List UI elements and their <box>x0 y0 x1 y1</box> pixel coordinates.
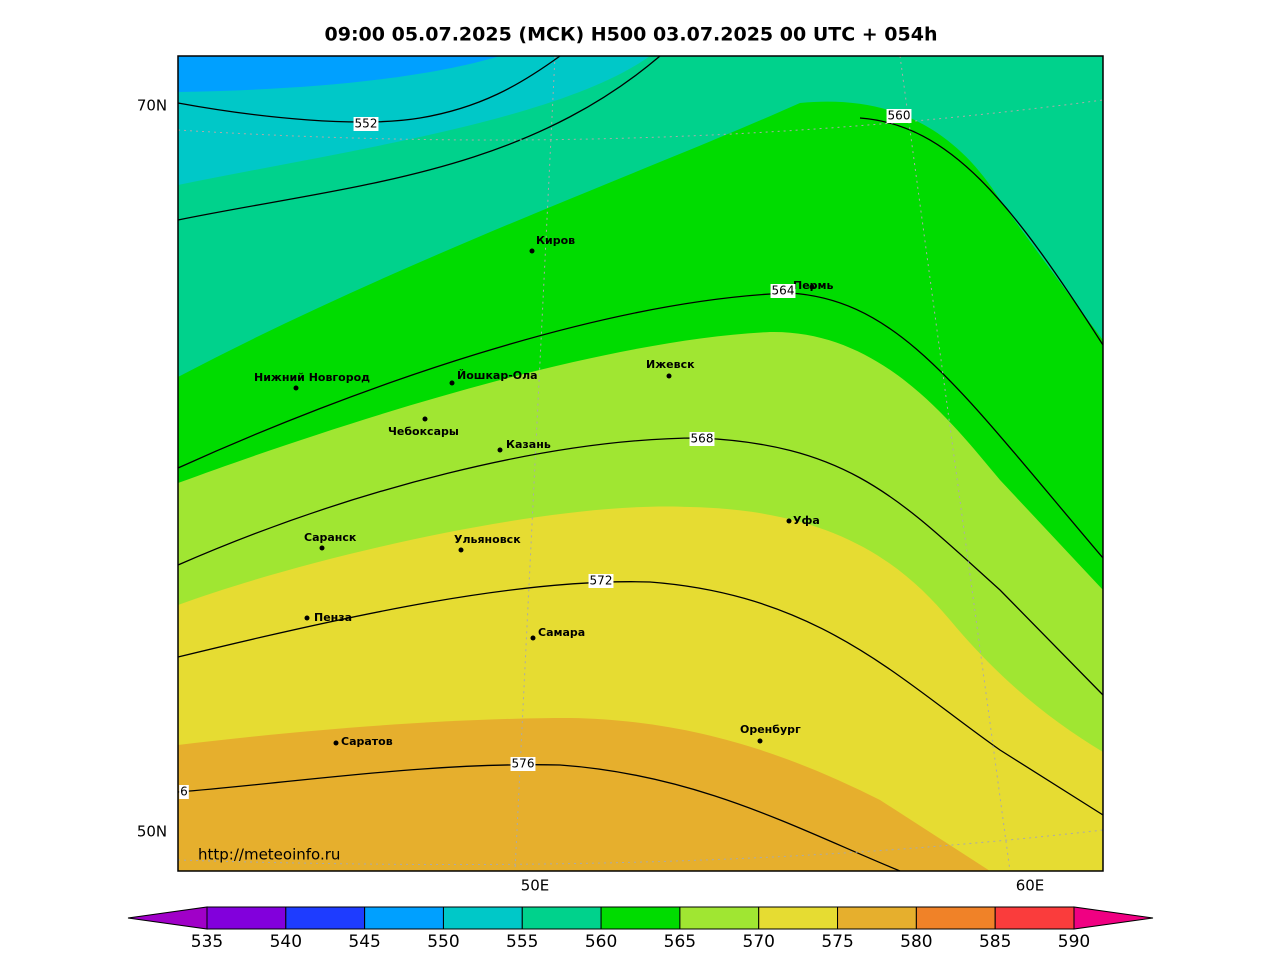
contour-label: 552 <box>355 117 378 131</box>
colorbar-swatch <box>679 906 760 930</box>
colorbar-label: 560 <box>585 932 617 952</box>
colorbar-label: 570 <box>743 932 775 952</box>
contour-label: 560 <box>888 109 911 123</box>
colorbar-label: 585 <box>979 932 1011 952</box>
city-label: Пенза <box>314 611 352 624</box>
city-label: Пермь <box>793 279 834 292</box>
city-dot <box>757 738 763 744</box>
colorbar: 535 540 545 550 555 560 565 570 575 580 585 590 <box>127 906 1154 952</box>
contour-label-bg <box>886 109 912 123</box>
colorbar-swatch <box>521 906 602 930</box>
colorbar-swatch <box>994 906 1075 930</box>
contour-label-bg <box>588 574 614 588</box>
contour <box>177 437 1104 696</box>
lon-label: 60E <box>1016 877 1045 895</box>
contour-label: 568 <box>691 432 714 446</box>
colorbar-swatch <box>915 906 996 930</box>
contour-label-bg <box>510 757 536 771</box>
city-label: Киров <box>536 234 575 247</box>
colorbar-swatch <box>442 906 523 930</box>
lon-label: 50E <box>521 877 550 895</box>
map <box>177 55 1104 872</box>
contour-label: 572 <box>590 574 613 588</box>
city-dot <box>666 373 672 379</box>
contour-label-bg <box>689 432 715 446</box>
credit: http://meteoinfo.ru <box>198 846 340 864</box>
colorbar-label: 555 <box>506 932 538 952</box>
colorbar-swatch <box>206 906 287 930</box>
city-label: Йошкар-Ола <box>457 369 538 382</box>
city-dot <box>530 635 536 641</box>
city-label: Нижний Новгород <box>254 371 370 384</box>
city-dot <box>293 385 299 391</box>
colorbar-extend <box>127 906 208 930</box>
city-label: Казань <box>506 438 551 451</box>
colorbar-extend <box>1073 906 1154 930</box>
city-label: Уфа <box>793 514 820 527</box>
contour <box>859 117 1104 346</box>
labels: 70N 50N 50E 60E Киров Пермь Нижний Новгород Йош… <box>137 97 1044 895</box>
contour <box>177 55 661 221</box>
city-dot <box>333 740 339 746</box>
city-dot <box>529 248 535 254</box>
city-label: Саранск <box>304 531 357 544</box>
city-label: Ульяновск <box>454 533 521 546</box>
colorbar-label: 580 <box>900 932 932 952</box>
lat-label: 50N <box>137 823 167 841</box>
grid <box>177 55 1104 872</box>
contour <box>177 292 1104 559</box>
contours <box>177 55 1104 872</box>
band <box>178 56 650 185</box>
colorbar-swatch <box>600 906 681 930</box>
city-dot <box>422 416 428 422</box>
contour <box>177 581 1104 816</box>
city-dot <box>449 380 455 386</box>
colorbar-label: 540 <box>270 932 302 952</box>
colorbar-swatch <box>837 906 917 930</box>
city-dot <box>458 547 464 553</box>
city-label: Чебоксары <box>388 425 459 438</box>
band <box>178 718 990 871</box>
city-label: Ижевск <box>646 358 695 371</box>
frame <box>177 55 1104 872</box>
city-dot <box>497 447 503 453</box>
city-dot <box>809 284 815 290</box>
contour-label-bg <box>770 284 796 298</box>
contour-label: 6 <box>180 785 188 799</box>
colorbar-label: 535 <box>191 932 223 952</box>
city-label: Саратов <box>341 735 393 748</box>
city-dot <box>319 545 325 551</box>
colorbar-label: 575 <box>821 932 853 952</box>
colorbar-label: 590 <box>1058 932 1090 952</box>
contour-label: 564 <box>772 284 795 298</box>
band <box>178 56 500 92</box>
contour-label: 576 <box>512 757 535 771</box>
colorbar-label: 565 <box>664 932 696 952</box>
colorbar-swatch <box>758 906 839 930</box>
contour-label-bg <box>353 117 379 131</box>
colorbar-label: 550 <box>427 932 459 952</box>
lat-label: 70N <box>137 97 167 115</box>
city-dot <box>786 518 792 524</box>
city-dot <box>304 615 310 621</box>
colorbar-swatch <box>285 906 366 930</box>
contour <box>177 55 561 123</box>
title: 09:00 05.07.2025 (МСК) H500 03.07.2025 0… <box>325 24 938 46</box>
contour-label-bg <box>179 785 189 799</box>
city-label: Самара <box>538 626 585 639</box>
colorbar-label: 545 <box>348 932 380 952</box>
contour <box>177 764 901 872</box>
city-label: Оренбург <box>740 723 801 736</box>
colorbar-swatch <box>364 906 444 930</box>
